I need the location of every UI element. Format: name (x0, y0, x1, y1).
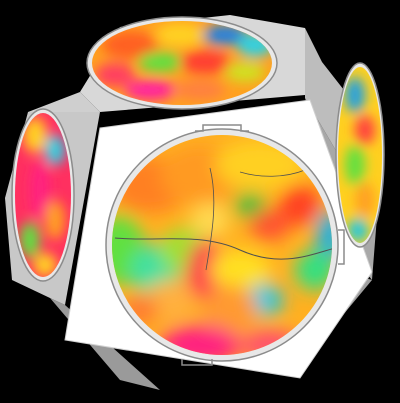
left-wafer-map (11, 108, 75, 282)
front-wafer-map (105, 124, 345, 366)
top-wafer-map (86, 16, 278, 110)
right-wafer-map (335, 62, 385, 248)
